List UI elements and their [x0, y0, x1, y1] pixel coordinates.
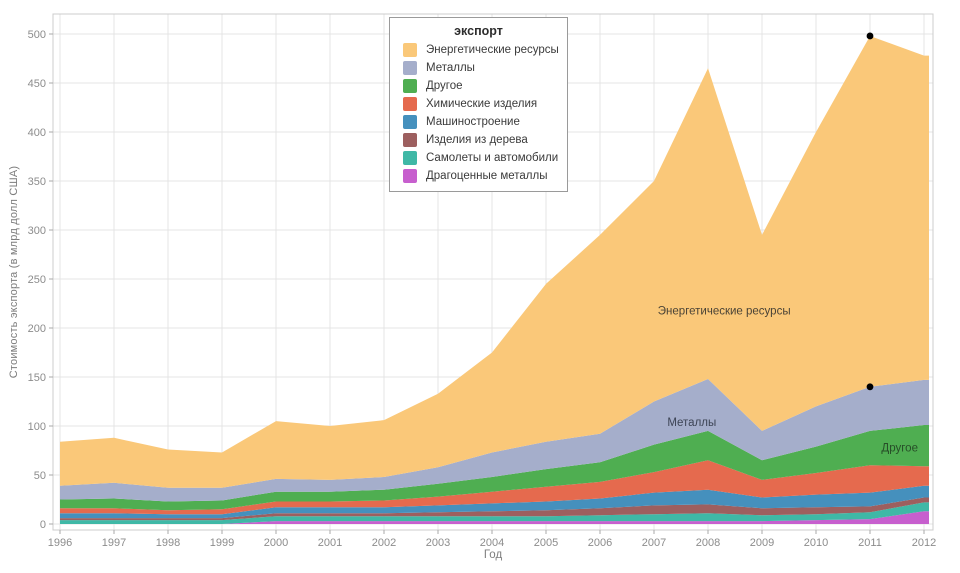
legend-item-precious-metals: Драгоценные металлы [390, 167, 567, 185]
x-tick-label-2003: 2003 [426, 537, 450, 549]
legend-label-planes-cars: Самолеты и автомобили [426, 152, 559, 164]
legend-label-precious-metals: Драгоценные металлы [426, 170, 548, 182]
area-other [60, 425, 929, 511]
legend-label-energy: Энергетические ресурсы [426, 44, 559, 56]
legend-item-machinery: Машиностроение [390, 113, 567, 131]
x-tick-label-2011: 2011 [858, 537, 882, 549]
legend-swatch-metals [403, 61, 417, 75]
legend-title: экспорт [454, 24, 503, 38]
y-tick-label-300: 300 [28, 225, 46, 237]
legend-item-planes-cars: Самолеты и автомобили [390, 149, 567, 167]
area-precious-metals [60, 511, 929, 524]
legend-items: Энергетические ресурсы Металлы Другое Химич… [390, 41, 567, 185]
x-tick-label-2010: 2010 [804, 537, 828, 549]
y-tick-label-500: 500 [28, 29, 46, 41]
legend-item-wood: Изделия из дерева [390, 131, 567, 149]
y-tick-label-250: 250 [28, 274, 46, 286]
legend-swatch-planes-cars [403, 151, 417, 165]
legend-swatch-precious-metals [403, 169, 417, 183]
area-planes-cars [60, 502, 929, 524]
marker-dot-0 [866, 32, 874, 40]
legend-swatch-chemicals [403, 97, 417, 111]
stacked-areas [60, 36, 929, 524]
area-energy [60, 36, 929, 488]
y-tick-label-450: 450 [28, 78, 46, 90]
area-machinery [60, 485, 929, 519]
y-tick-label-350: 350 [28, 176, 46, 188]
area-wood [60, 497, 929, 521]
y-tick-label-0: 0 [40, 519, 46, 531]
x-tick-label-2006: 2006 [588, 537, 612, 549]
y-tick-label-100: 100 [28, 421, 46, 433]
legend-label-metals: Металлы [426, 62, 475, 74]
legend-label-other: Другое [426, 80, 463, 92]
legend-label-chemicals: Химические изделия [426, 98, 538, 110]
annotation-1: Металлы [667, 417, 716, 429]
legend-item-metals: Металлы [390, 59, 567, 77]
x-tick-label-2007: 2007 [642, 537, 666, 549]
x-tick-label-1998: 1998 [156, 537, 180, 549]
legend: экспорт Энергетические ресурсы Металлы Дру… [389, 17, 568, 192]
x-tick-label-2001: 2001 [318, 537, 342, 549]
x-tick-label-2000: 2000 [264, 537, 288, 549]
y-axis-title: Стоимость экспорта (в млрд долл США) [8, 165, 20, 379]
x-tick-label-2012: 2012 [912, 537, 936, 549]
axis-ticks: 1996 1997 1998 1999 2000 2001 2002 2003 2004 2005… [28, 29, 937, 549]
x-tick-label-1997: 1997 [102, 537, 126, 549]
legend-item-other: Другое [390, 77, 567, 95]
legend-item-energy: Энергетические ресурсы [390, 41, 567, 59]
x-tick-label-1999: 1999 [210, 537, 234, 549]
x-tick-label-2002: 2002 [372, 537, 396, 549]
marker-dot-1 [866, 383, 874, 391]
area-chemicals [60, 460, 929, 515]
legend-swatch-machinery [403, 115, 417, 129]
legend-swatch-other [403, 79, 417, 93]
y-tick-label-50: 50 [34, 470, 46, 482]
panel-border [52, 13, 934, 531]
x-tick-label-1996: 1996 [48, 537, 72, 549]
y-tick-label-200: 200 [28, 323, 46, 335]
x-tick-label-2009: 2009 [750, 537, 774, 549]
x-tick-label-2004: 2004 [480, 537, 504, 549]
annotation-0: Энергетические ресурсы [658, 305, 791, 317]
legend-item-chemicals: Химические изделия [390, 95, 567, 113]
annotation-2: Другое [881, 443, 918, 455]
legend-swatch-wood [403, 133, 417, 147]
legend-swatch-energy [403, 43, 417, 57]
x-tick-label-2005: 2005 [534, 537, 558, 549]
y-tick-label-400: 400 [28, 127, 46, 139]
x-axis-title: Год [483, 549, 503, 561]
area-metals [60, 379, 929, 502]
legend-label-wood: Изделия из дерева [426, 134, 528, 146]
legend-label-machinery: Машиностроение [426, 116, 520, 128]
y-tick-label-150: 150 [28, 372, 46, 384]
x-tick-label-2008: 2008 [696, 537, 720, 549]
